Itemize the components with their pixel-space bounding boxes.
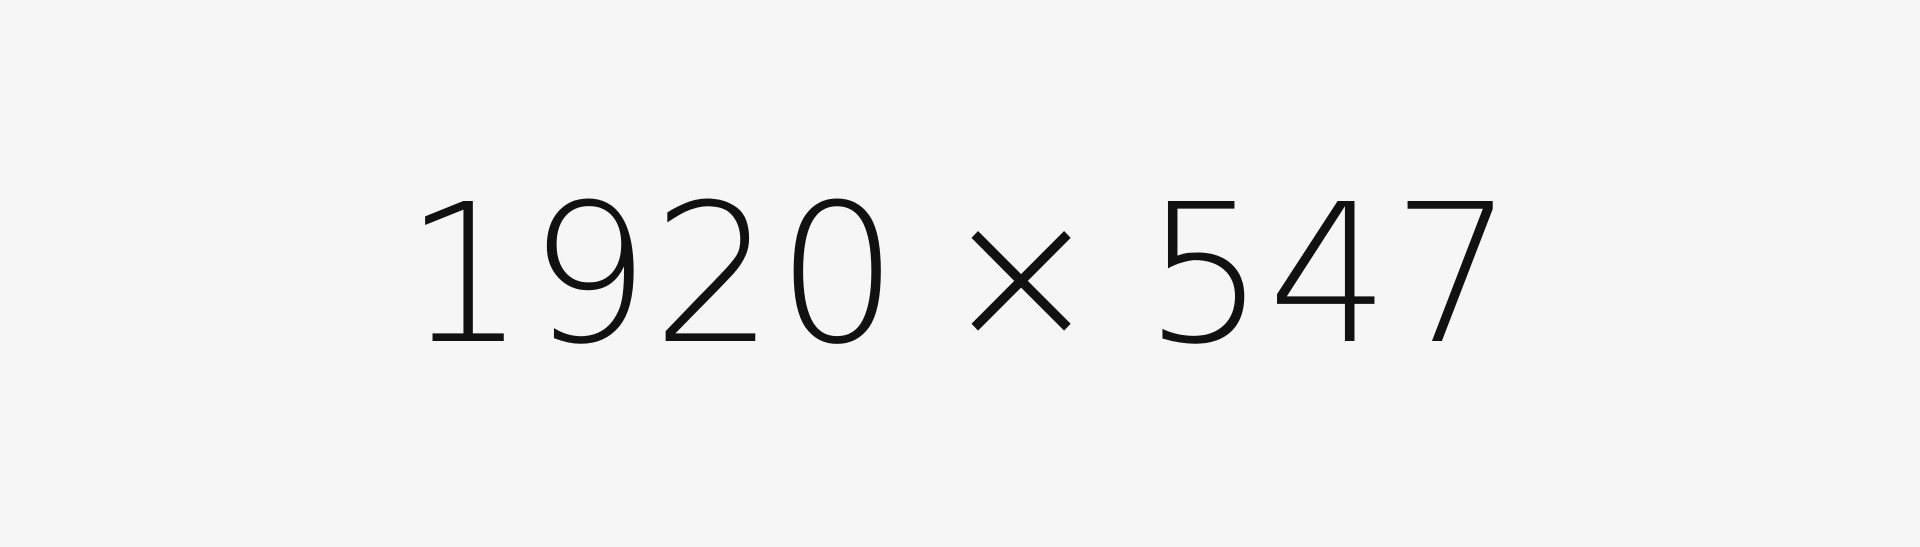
height-text: 547 — [1143, 163, 1516, 387]
dimension-label: 1920 × 547 — [404, 163, 1516, 387]
width-text: 1920 — [404, 163, 901, 387]
times-symbol: × — [940, 163, 1104, 387]
